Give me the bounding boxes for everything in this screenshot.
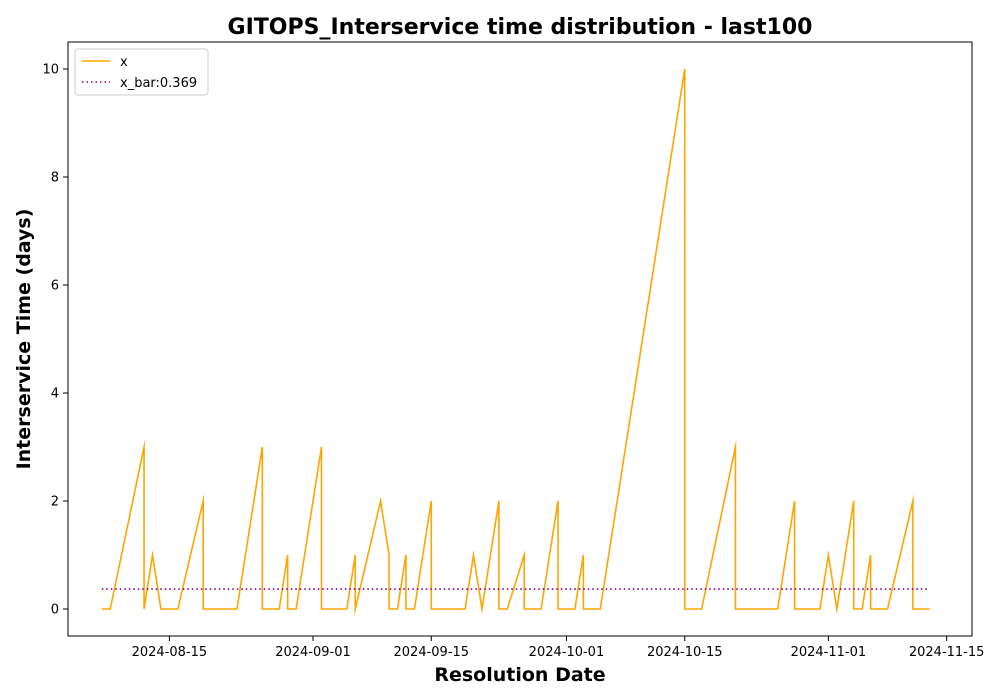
- legend-label-x-bar: x_bar:0.369: [120, 76, 197, 91]
- plot-area: [67, 41, 973, 637]
- x-axis-label: Resolution Date: [434, 664, 605, 686]
- legend: x x_bar:0.369: [74, 48, 209, 96]
- x-tick-label: 2024-11-01: [791, 645, 867, 660]
- y-tick-label: 4: [51, 387, 59, 402]
- y-tick-label: 8: [51, 171, 59, 186]
- y-axis: 0 2 4 6 8 10: [42, 63, 68, 618]
- x-axis: 2024-08-15 2024-09-01 2024-09-15 2024-10-01…: [132, 636, 985, 660]
- series-layer: [101, 68, 930, 616]
- legend-label-x: x: [120, 55, 128, 70]
- x-tick-label: 2024-09-15: [394, 645, 470, 660]
- y-axis-label: Interservice Time (days): [13, 209, 35, 470]
- chart-title: GITOPS_Interservice time distribution - …: [228, 15, 813, 40]
- x-tick-label: 2024-10-15: [647, 645, 723, 660]
- y-tick-label: 2: [51, 495, 59, 510]
- y-tick-label: 0: [51, 603, 59, 618]
- x-tick-label: 2024-11-15: [909, 645, 985, 660]
- y-tick-label: 6: [51, 279, 59, 294]
- x-tick-label: 2024-10-01: [529, 645, 605, 660]
- y-tick-label: 10: [42, 63, 59, 78]
- series-line-x: [101, 68, 930, 616]
- x-tick-label: 2024-08-15: [132, 645, 208, 660]
- x-tick-label: 2024-09-01: [275, 645, 351, 660]
